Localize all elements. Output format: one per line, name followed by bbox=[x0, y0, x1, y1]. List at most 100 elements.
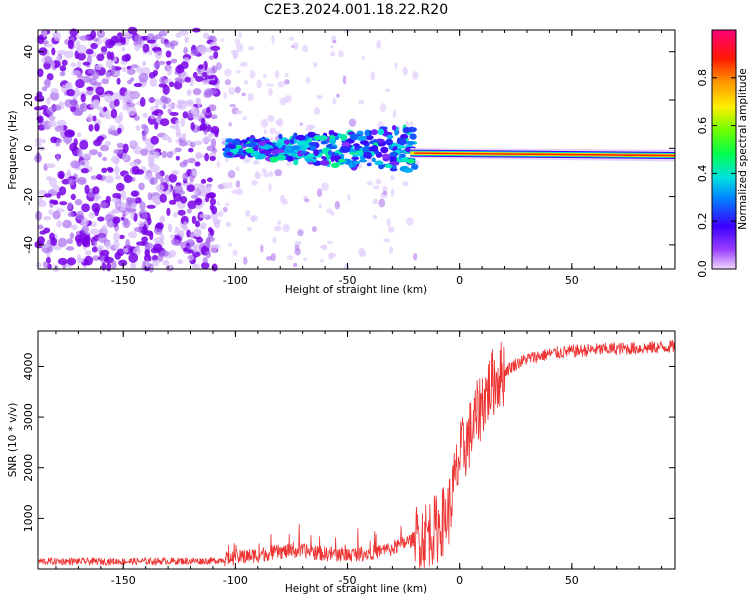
noise-blob bbox=[142, 43, 150, 53]
noise-blob bbox=[186, 229, 191, 238]
noise-blob bbox=[53, 31, 62, 42]
signal-blob bbox=[300, 150, 307, 155]
noise-blob bbox=[254, 172, 262, 180]
noise-blob bbox=[207, 227, 213, 233]
noise-blob bbox=[148, 97, 156, 103]
noise-blob bbox=[88, 149, 99, 156]
noise-blob bbox=[198, 184, 206, 193]
noise-blob bbox=[116, 142, 124, 149]
noise-blob bbox=[88, 124, 94, 132]
noise-blob bbox=[150, 114, 156, 120]
noise-blob bbox=[66, 169, 72, 177]
noise-blob bbox=[130, 64, 139, 69]
signal-blob bbox=[293, 132, 298, 137]
noise-blob bbox=[169, 234, 176, 239]
noise-blob bbox=[69, 232, 75, 239]
noise-blob bbox=[375, 178, 382, 185]
signal-blob bbox=[389, 167, 398, 172]
noise-blob bbox=[343, 28, 350, 34]
noise-blob bbox=[113, 98, 120, 107]
noise-blob bbox=[248, 46, 255, 51]
signal-blob bbox=[293, 158, 299, 166]
noise-blob bbox=[175, 119, 180, 127]
signal-line-core bbox=[414, 152, 676, 157]
noise-blob bbox=[235, 188, 244, 196]
noise-blob bbox=[143, 254, 152, 262]
signal-blob bbox=[357, 135, 367, 141]
noise-blob bbox=[194, 161, 201, 167]
noise-blob bbox=[154, 33, 163, 40]
y-tick-label: -40 bbox=[22, 236, 35, 254]
noise-blob bbox=[92, 81, 102, 87]
noise-blob bbox=[170, 42, 175, 50]
noise-blob bbox=[75, 78, 85, 89]
noise-blob bbox=[213, 220, 220, 229]
noise-blob bbox=[173, 192, 182, 202]
signal-blob bbox=[268, 153, 275, 158]
noise-blob bbox=[319, 244, 327, 249]
noise-blob bbox=[168, 173, 178, 183]
x-tick-label: -100 bbox=[223, 574, 248, 587]
noise-blob bbox=[263, 129, 267, 135]
noise-blob bbox=[56, 119, 67, 127]
noise-blob bbox=[247, 93, 254, 102]
x-tick-label: -50 bbox=[339, 574, 357, 587]
noise-blob bbox=[225, 202, 230, 207]
noise-blob bbox=[223, 206, 228, 213]
noise-blob bbox=[413, 253, 418, 261]
noise-blob bbox=[116, 127, 122, 135]
noise-blob bbox=[161, 134, 170, 141]
chart-title: C2E3.2024.001.18.22.R20 bbox=[264, 2, 448, 18]
noise-blob bbox=[347, 193, 351, 202]
signal-blob bbox=[318, 135, 328, 141]
noise-blob bbox=[136, 66, 143, 74]
noise-blob bbox=[49, 199, 59, 204]
noise-blob bbox=[277, 81, 285, 88]
noise-blob bbox=[67, 178, 75, 186]
noise-blob bbox=[229, 104, 237, 108]
signal-blob bbox=[296, 134, 306, 141]
noise-blob bbox=[207, 192, 217, 199]
noise-blob bbox=[79, 103, 85, 110]
noise-blob bbox=[150, 135, 159, 145]
noise-blob bbox=[59, 124, 64, 133]
signal-blob bbox=[403, 127, 411, 133]
noise-blob bbox=[33, 106, 44, 111]
noise-blob bbox=[191, 263, 200, 269]
noise-blob bbox=[271, 34, 275, 44]
x-tick-label: 0 bbox=[456, 574, 463, 587]
noise-blob bbox=[92, 255, 100, 262]
noise-blob bbox=[162, 97, 172, 104]
noise-blob bbox=[42, 28, 48, 38]
noise-blob bbox=[378, 198, 386, 208]
signal-blob bbox=[264, 138, 270, 143]
noise-blob bbox=[36, 152, 41, 163]
noise-blob bbox=[294, 240, 302, 246]
noise-blob bbox=[214, 84, 220, 89]
noise-blob bbox=[176, 103, 183, 109]
noise-blob bbox=[154, 200, 160, 206]
noise-blob bbox=[35, 210, 43, 221]
noise-blob bbox=[192, 88, 202, 96]
noise-blob bbox=[37, 115, 44, 124]
noise-blob bbox=[48, 115, 56, 121]
snr-xlabel: Height of straight line (km) bbox=[285, 583, 427, 595]
noise-blob bbox=[152, 243, 163, 252]
noise-blob bbox=[198, 64, 204, 70]
noise-blob bbox=[94, 123, 100, 132]
noise-blob bbox=[209, 204, 215, 211]
noise-blob bbox=[166, 207, 171, 217]
noise-blob bbox=[116, 248, 125, 257]
noise-blob bbox=[43, 193, 53, 198]
x-tick-label: -100 bbox=[223, 274, 248, 287]
noise-blob bbox=[105, 71, 112, 78]
noise-blob bbox=[221, 182, 230, 186]
noise-blob bbox=[316, 94, 323, 100]
noise-blob bbox=[182, 172, 189, 181]
noise-blob bbox=[104, 113, 113, 120]
y-tick-label: 4000 bbox=[22, 352, 35, 380]
noise-blob bbox=[386, 218, 391, 227]
noise-blob bbox=[155, 98, 160, 109]
noise-blob bbox=[64, 82, 72, 90]
noise-blob bbox=[64, 129, 74, 138]
